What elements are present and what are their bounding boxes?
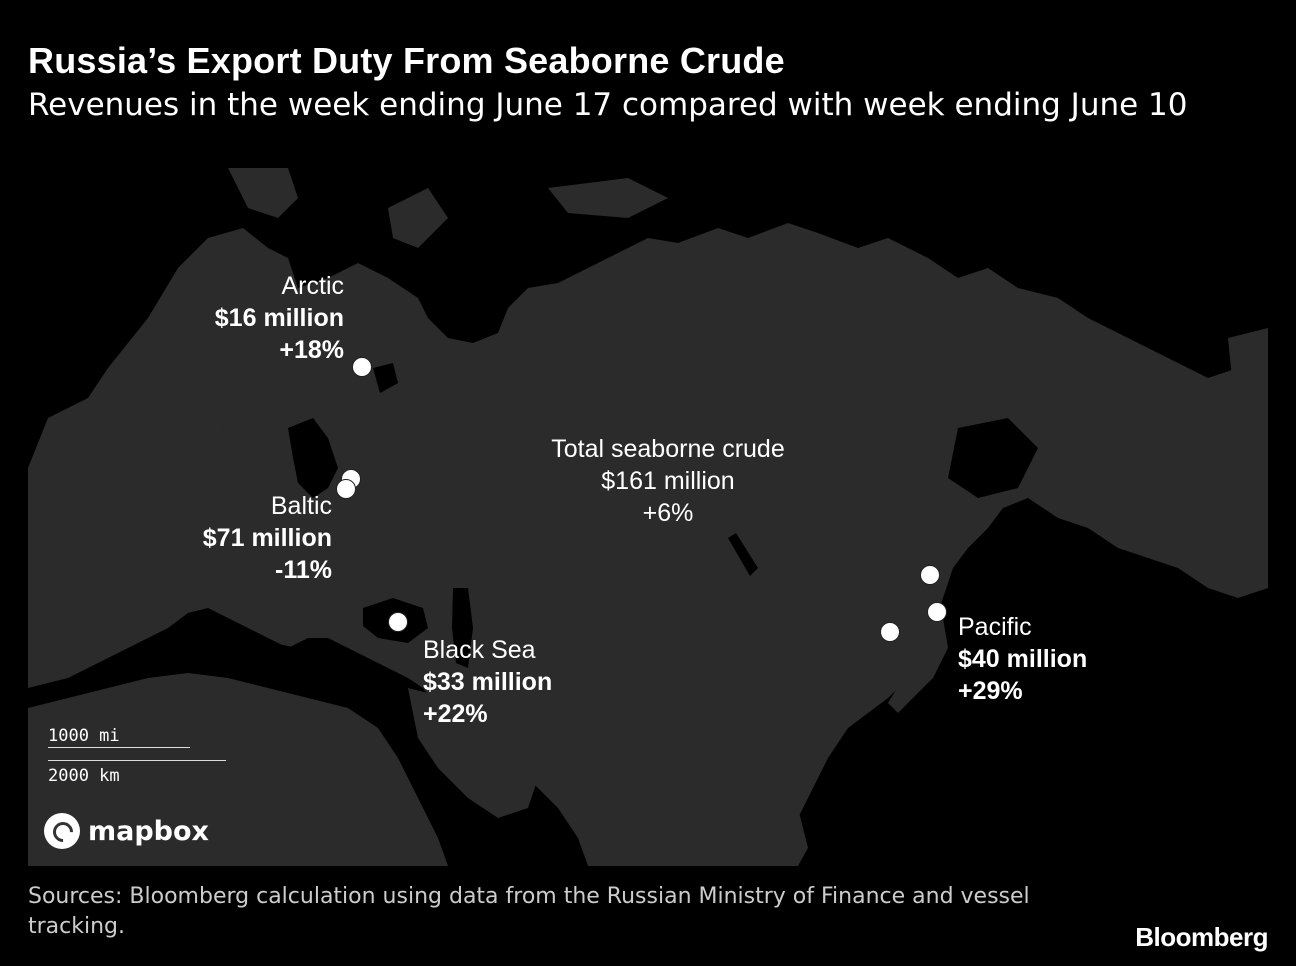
caspian-sea [452,588,473,668]
scale-km-bar [48,760,226,761]
baltic-label: Baltic $71 million -11% [168,490,332,586]
arctic-port-marker[interactable] [352,357,372,377]
scandinavia-landmass [218,288,338,468]
arctic-islands [228,168,298,218]
scale-miles: 1000 mi [48,726,120,746]
pacific-port-marker-3[interactable] [880,622,900,642]
black-sea-change: +22% [423,700,488,728]
arctic-name: Arctic [281,272,345,300]
scale-km: 2000 km [48,766,120,786]
alaska-landmass [1228,328,1268,428]
africa-landmass [28,673,448,866]
sea-of-okhotsk [948,418,1038,498]
eurasia-landmass [28,223,1268,866]
baltic-value: $71 million [202,524,332,552]
pacific-port-marker-1[interactable] [920,565,940,585]
japan-landmass [888,608,948,713]
baltic-name: Baltic [270,492,332,520]
arctic-label: Arctic $16 million +18% [186,270,344,366]
pacific-value: $40 million [958,645,1088,673]
map-panel[interactable]: Arctic $16 million +18% Baltic $71 milli… [28,168,1268,866]
total-change: +6% [642,499,694,527]
black-sea-port-marker[interactable] [388,612,408,632]
black-sea-name: Black Sea [423,636,536,664]
white-sea [373,363,398,393]
pacific-port-marker-2[interactable] [927,602,947,622]
bloomberg-logo: Bloomberg [1135,922,1268,952]
total-label: Total seaborne crude $161 million +6% [508,433,828,529]
arctic-change: +18% [279,336,344,364]
pacific-name: Pacific [958,613,1032,641]
total-name: Total seaborne crude [551,435,785,463]
baltic-change: -11% [275,556,332,584]
mapbox-logo-icon [44,813,80,849]
lake-baikal [728,533,758,576]
baltic-port-marker-2[interactable] [336,479,356,499]
india-landmass [578,728,668,866]
pacific-change: +29% [958,677,1023,705]
scale-miles-bar [48,747,190,748]
baltic-sea [288,418,338,498]
mediterranean-sea [198,638,368,683]
arctic-value: $16 million [214,304,344,332]
black-sea-label: Black Sea $33 million +22% [423,634,552,730]
mapbox-attribution[interactable]: mapbox [44,812,209,850]
land-masses [28,168,1268,866]
pacific-label: Pacific $40 million +29% [958,611,1087,707]
mapbox-wordmark: mapbox [88,815,209,847]
se-asia-landmass [718,768,808,866]
chart-title: Russia’s Export Duty From Seaborne Crude [28,40,785,81]
uk-landmass [176,468,203,538]
total-value: $161 million [601,467,735,495]
black-sea-value: $33 million [423,668,553,696]
arabia-landmass [408,688,538,818]
chart-subtitle: Revenues in the week ending June 17 comp… [28,87,1188,123]
source-note: Sources: Bloomberg calculation using dat… [28,884,1030,939]
